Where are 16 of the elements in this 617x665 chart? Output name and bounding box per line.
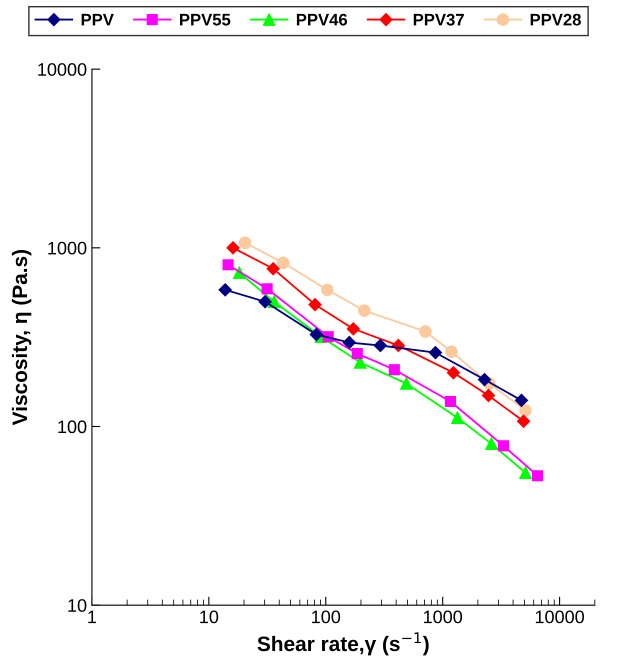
x-tick-label: 10 [200,610,218,624]
x-axis-title: Shear rate,γ (s$^{−1}$) [258,632,429,656]
x-tick-label: 1000 [424,610,462,624]
x-tick-label: 10000 [536,610,584,624]
x-tick-label: 1 [88,610,96,624]
legend-label: PPV28 [530,14,581,26]
legend-label: PPV37 [414,14,464,26]
legend-label: PPV [82,14,114,26]
legend-label: PPV55 [180,14,230,26]
legend-label: PPV46 [296,14,348,26]
x-tick-label: 100 [312,610,340,624]
y-tick-label: 10 [68,599,86,612]
y-axis-title: Viscosity, η (Pa.s) [12,250,32,426]
y-tick-label: 100 [58,420,86,434]
y-tick-label: 10000 [38,63,86,76]
y-tick-label: 1000 [48,242,86,255]
